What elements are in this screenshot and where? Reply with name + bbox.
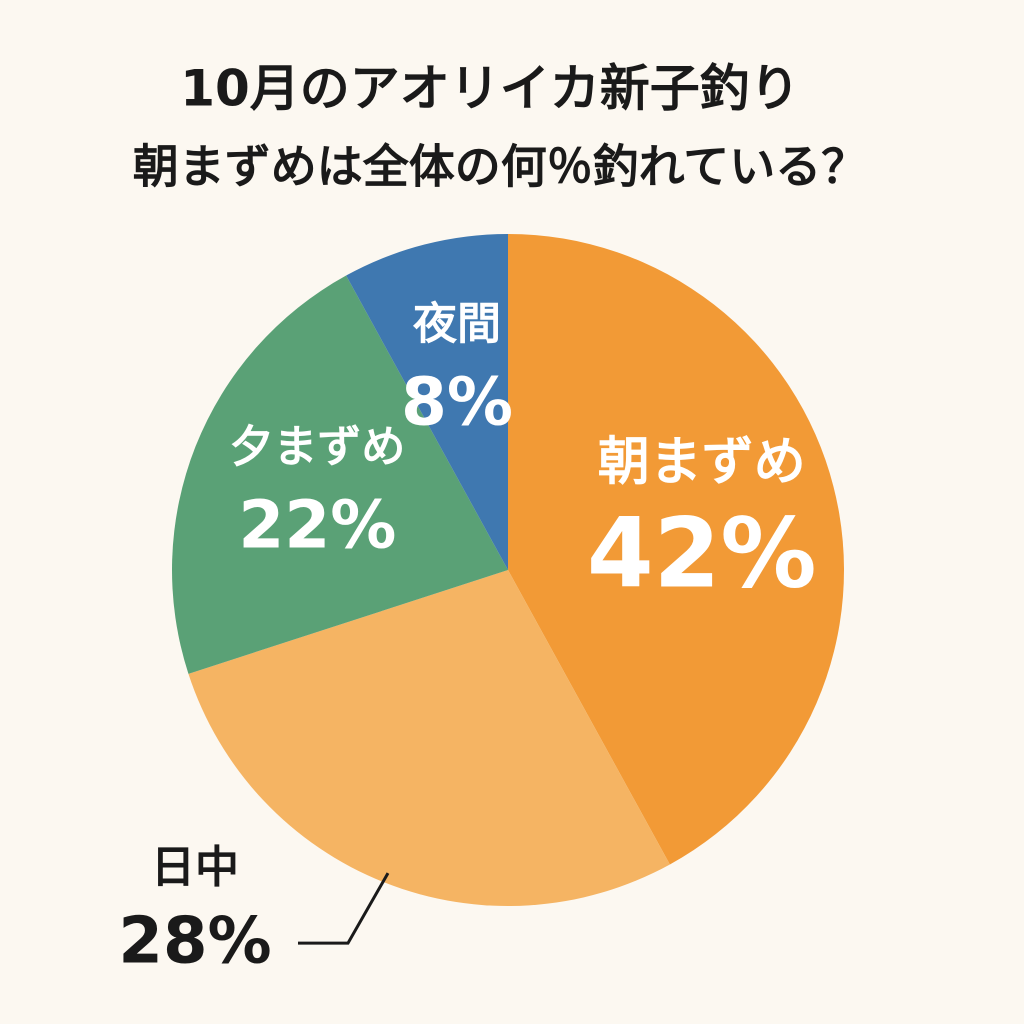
value-label: 28% xyxy=(118,905,271,979)
value-label: 22% xyxy=(238,487,396,564)
chart-title: 10月のアオリイカ新子釣り xyxy=(180,60,800,118)
slice-label: 朝まずめ xyxy=(598,432,806,492)
pie-slice xyxy=(346,234,508,570)
pie-slice xyxy=(188,570,670,906)
pie-slice xyxy=(508,234,845,865)
pie-slice xyxy=(171,275,508,674)
value-label: 42% xyxy=(587,498,817,610)
value-label: 8% xyxy=(401,364,513,441)
slice-label: 日中 xyxy=(151,842,239,893)
chart-subtitle: 朝まずめは全体の何％釣れている？ xyxy=(133,140,868,194)
slice-label: 夕まずめ xyxy=(229,422,405,473)
slice-label: 夜間 xyxy=(412,298,501,349)
leader-line xyxy=(297,872,390,945)
